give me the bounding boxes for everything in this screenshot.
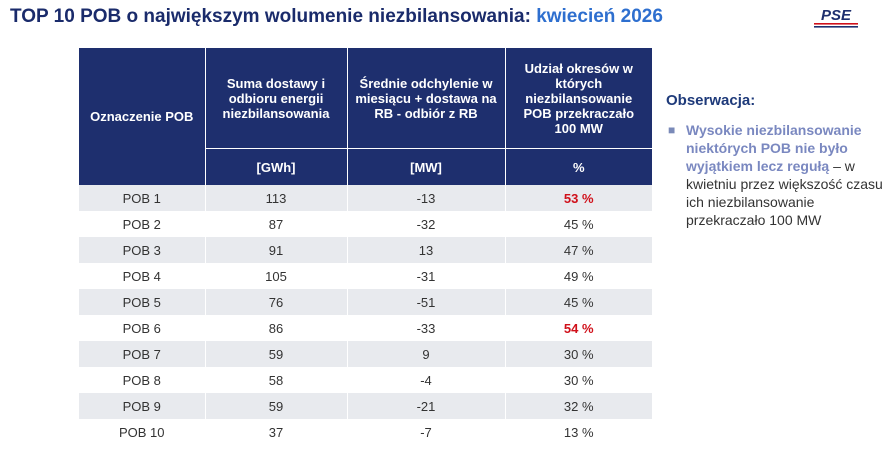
cell-share: 32 % [505,393,652,419]
cell-avg: -51 [347,289,506,315]
table-row: POB 3 91 13 47 % [79,237,652,263]
observation-strong-text: Wysokie niezbilansowanie niektórych POB … [686,122,862,174]
pob-table-container: Oznaczenie POB Suma dostawy i odbioru en… [79,48,652,445]
title-main: TOP 10 POB o największym wolumenie niezb… [10,6,537,27]
cell-sum: 86 [205,315,348,341]
cell-avg: -31 [347,263,506,289]
table-row: POB 8 58 -4 30 % [79,367,652,393]
cell-sum: 105 [205,263,348,289]
cell-avg: -13 [347,185,506,211]
cell-pob: POB 3 [79,237,206,263]
unit-sum: [GWh] [205,148,348,185]
table-row: POB 4 105 -31 49 % [79,263,652,289]
cell-share: 30 % [505,341,652,367]
cell-share: 54 % [505,315,652,341]
cell-sum: 58 [205,367,348,393]
cell-avg: -33 [347,315,506,341]
header-share: Udział okresów w których niezbilansowani… [505,48,652,149]
cell-pob: POB 6 [79,315,206,341]
unit-avg: [MW] [347,148,506,185]
pse-logo: PSE [808,6,864,30]
table-body: POB 1 113 -13 53 % POB 2 87 -32 45 % POB 3 91 13 47… [79,185,652,445]
cell-sum: 59 [205,393,348,419]
cell-pob: POB 2 [79,211,206,237]
cell-share: 45 % [505,211,652,237]
table-row: POB 6 86 -33 54 % [79,315,652,341]
square-bullet-icon: ■ [668,123,676,137]
cell-pob: POB 7 [79,341,206,367]
svg-text:PSE: PSE [821,7,852,24]
cell-share: 30 % [505,367,652,393]
observation-panel: Obserwacja: ■ Wysokie niezbilansowanie ni… [666,92,886,229]
cell-pob: POB 5 [79,289,206,315]
page-title: TOP 10 POB o największym wolumenie niezb… [10,6,663,28]
table-row: POB 9 59 -21 32 % [79,393,652,419]
cell-pob: POB 4 [79,263,206,289]
cell-sum: 87 [205,211,348,237]
table-row: POB 5 76 -51 45 % [79,289,652,315]
pob-table: Oznaczenie POB Suma dostawy i odbioru en… [79,48,652,445]
cell-sum: 113 [205,185,348,211]
cell-pob: POB 8 [79,367,206,393]
pse-logo-graphic: PSE [814,7,858,28]
title-accent: kwiecień 2026 [536,6,663,27]
header-pob: Oznaczenie POB [79,48,206,185]
cell-sum: 59 [205,341,348,367]
cell-share: 13 % [505,419,652,445]
cell-sum: 37 [205,419,348,445]
cell-avg: 9 [347,341,506,367]
cell-avg: -4 [347,367,506,393]
observation-item: ■ Wysokie niezbilansowanie niektórych POB… [666,121,886,229]
cell-share: 53 % [505,185,652,211]
cell-avg: -7 [347,419,506,445]
cell-pob: POB 10 [79,419,206,445]
header-sum: Suma dostawy i odbioru energii niezbilan… [205,48,348,149]
cell-avg: -32 [347,211,506,237]
table-row: POB 7 59 9 30 % [79,341,652,367]
cell-avg: -21 [347,393,506,419]
cell-pob: POB 9 [79,393,206,419]
cell-share: 49 % [505,263,652,289]
cell-avg: 13 [347,237,506,263]
cell-share: 45 % [505,289,652,315]
observation-normal-text: – w kwietniu przez większość czasu ich n… [686,158,883,228]
observation-title: Obserwacja: [666,92,756,109]
cell-pob: POB 1 [79,185,206,211]
table-row: POB 10 37 -7 13 % [79,419,652,445]
cell-sum: 91 [205,237,348,263]
table-row: POB 1 113 -13 53 % [79,185,652,211]
cell-sum: 76 [205,289,348,315]
table-row: POB 2 87 -32 45 % [79,211,652,237]
header-avg: Średnie odchylenie w miesiącu + dostawa … [347,48,506,149]
unit-share: % [505,148,652,185]
cell-share: 47 % [505,237,652,263]
